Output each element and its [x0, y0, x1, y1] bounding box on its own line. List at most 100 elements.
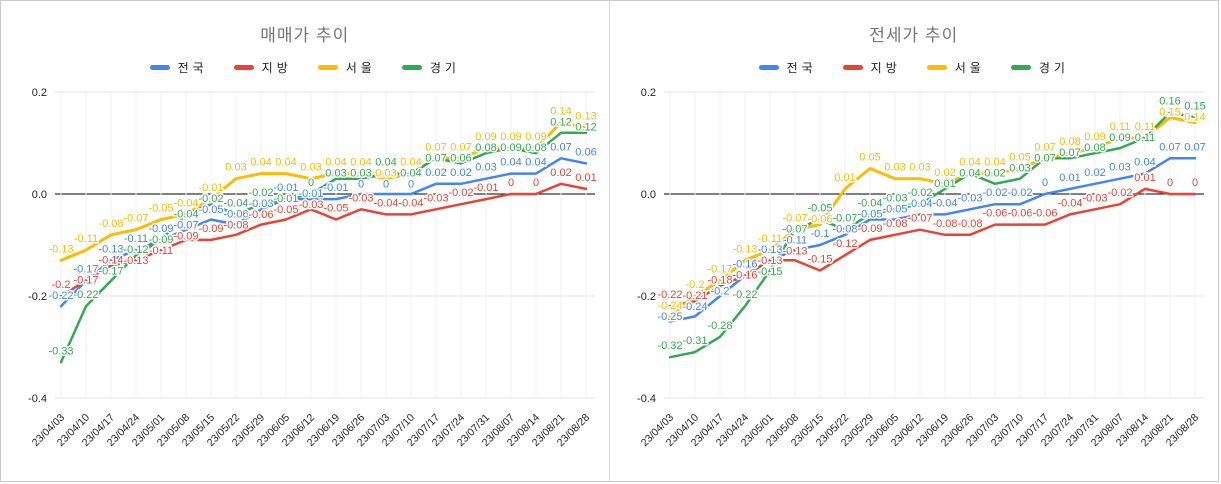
point-value-label: 0.01	[1134, 172, 1155, 184]
y-axis-tick-label: -0.2	[28, 291, 47, 303]
point-value-label: 0.12	[550, 117, 571, 129]
point-value-label: 0	[1191, 177, 1197, 189]
point-value-label: 0.08	[475, 142, 496, 154]
point-value-label: -0.07	[123, 213, 148, 225]
y-axis-tick-label: 0.2	[640, 87, 655, 99]
jeonse-price-chart-panel: 전세가 추이 전국 지방 서울 경기 0.2 0.0 -0.2 -0.4 -0.22 -0.24…	[610, 1, 1219, 481]
point-value-label: 0	[308, 177, 314, 189]
legend-label: 서울	[345, 60, 376, 75]
point-value-label: -0.24	[682, 301, 707, 313]
point-value-label: 0	[1166, 177, 1172, 189]
point-value-label: -0.03	[423, 192, 448, 204]
point-value-label: -0.04	[398, 197, 423, 209]
point-value-label: -0.12	[123, 244, 148, 256]
point-value-label: 0.08	[1059, 136, 1080, 148]
point-value-label: 0.15	[1184, 101, 1205, 113]
point-value-label: -0.17	[98, 265, 123, 277]
legend-sale: 전국 지방 서울 경기	[1, 58, 609, 76]
point-value-label: -0.13	[757, 255, 782, 267]
point-value-label: 0.04	[1134, 157, 1155, 169]
series-line-경기	[59, 131, 588, 364]
point-value-label: -0.17	[73, 275, 98, 287]
legend-label: 전국	[786, 60, 817, 75]
point-value-label: 0.04	[325, 157, 346, 169]
point-value-label: -0.15	[807, 254, 832, 266]
point-value-label: -0.11	[149, 245, 173, 257]
point-value-label: -0.05	[857, 208, 882, 220]
point-value-label: 0.07	[1034, 141, 1055, 153]
y-axis-tick-label: 0.0	[32, 189, 47, 201]
point-value-label: -0.02	[198, 193, 223, 205]
point-value-label: 0.09	[1084, 131, 1105, 143]
legend-dash-icon	[401, 64, 422, 70]
point-value-label: -0.01	[198, 182, 223, 194]
point-value-label: -0.01	[273, 182, 298, 194]
point-value-label: -0.22	[732, 289, 757, 301]
point-value-label: -0.16	[732, 259, 757, 271]
point-value-label: -0.11	[782, 235, 806, 247]
point-value-label: 0.03	[909, 162, 930, 174]
point-value-label: -0.16	[732, 270, 757, 282]
legend-item-서울: 서울	[317, 59, 376, 76]
point-value-label: 0.07	[1059, 147, 1080, 159]
point-value-label: 0.08	[1084, 142, 1105, 154]
point-value-label: -0.08	[223, 219, 248, 231]
point-value-label: -0.05	[807, 203, 832, 215]
point-value-label: 0.12	[575, 122, 596, 134]
series-line-서울	[668, 116, 1196, 318]
point-value-label: 0.13	[575, 111, 596, 123]
point-value-label: 0	[383, 179, 389, 191]
point-value-label: -0.04	[373, 197, 398, 209]
point-value-label: -0.07	[173, 219, 198, 231]
point-value-label: -0.06	[807, 214, 832, 226]
point-value-label: -0.04	[907, 198, 932, 210]
point-value-label: -0.31	[682, 335, 707, 347]
point-value-label: -0.14	[98, 254, 123, 266]
legend-item-지방: 지방	[233, 59, 292, 76]
line-chart-jeonse: 0.20.0-0.2-0.4-0.22-0.24-0.25-0.32-0.2-0…	[637, 87, 1207, 449]
point-value-label: -0.12	[832, 238, 857, 250]
point-value-label: 0.08	[525, 142, 546, 154]
point-value-label: 0.11	[1109, 121, 1130, 133]
point-value-label: -0.25	[657, 311, 682, 323]
point-value-label: -0.22	[657, 289, 682, 301]
legend-label: 지방	[870, 60, 901, 75]
point-value-label: 0.09	[500, 131, 521, 143]
point-value-label: -0.15	[757, 266, 782, 278]
point-value-label: -0.04	[857, 197, 882, 209]
point-value-label: -0.11	[124, 233, 148, 245]
point-value-label: 0.07	[425, 152, 446, 164]
point-value-label: -0.2	[52, 279, 71, 291]
point-value-label: -0.08	[882, 218, 907, 230]
point-value-label: 0.04	[525, 157, 546, 169]
point-value-label: -0.09	[198, 223, 223, 235]
point-value-label: 0.09	[500, 142, 521, 154]
point-value-label: -0.07	[832, 213, 857, 225]
legend-dash-icon	[317, 64, 338, 70]
point-value-label: -0.03	[957, 192, 982, 204]
point-value-label: -0.06	[248, 209, 273, 221]
y-axis-tick-label: -0.4	[637, 393, 656, 405]
legend-item-전국: 전국	[758, 59, 817, 76]
point-value-label: 0.11	[1134, 132, 1155, 144]
y-axis-tick-label: 0.0	[640, 189, 655, 201]
point-value-label: -0.09	[173, 230, 198, 242]
point-value-label: 0.04	[400, 157, 421, 169]
point-value-label: -0.17	[73, 264, 98, 276]
point-value-label: -0.01	[473, 182, 498, 194]
point-value-label: 0.04	[500, 157, 521, 169]
point-value-label: 0.11	[1134, 121, 1155, 133]
point-value-label: 0	[533, 177, 539, 189]
point-value-label: -0.05	[198, 204, 223, 216]
legend-dash-icon	[149, 64, 170, 70]
point-value-label: -0.01	[298, 188, 323, 200]
legend-item-서울: 서울	[926, 59, 985, 76]
point-value-label: -0.2	[710, 286, 729, 298]
point-value-label: -0.07	[782, 224, 807, 236]
point-value-label: -0.05	[323, 203, 348, 215]
point-value-label: 0.03	[1009, 163, 1030, 175]
point-value-label: 0.09	[525, 131, 546, 143]
point-value-label: -0.33	[48, 345, 73, 357]
point-value-label: 0.09	[1109, 132, 1130, 144]
